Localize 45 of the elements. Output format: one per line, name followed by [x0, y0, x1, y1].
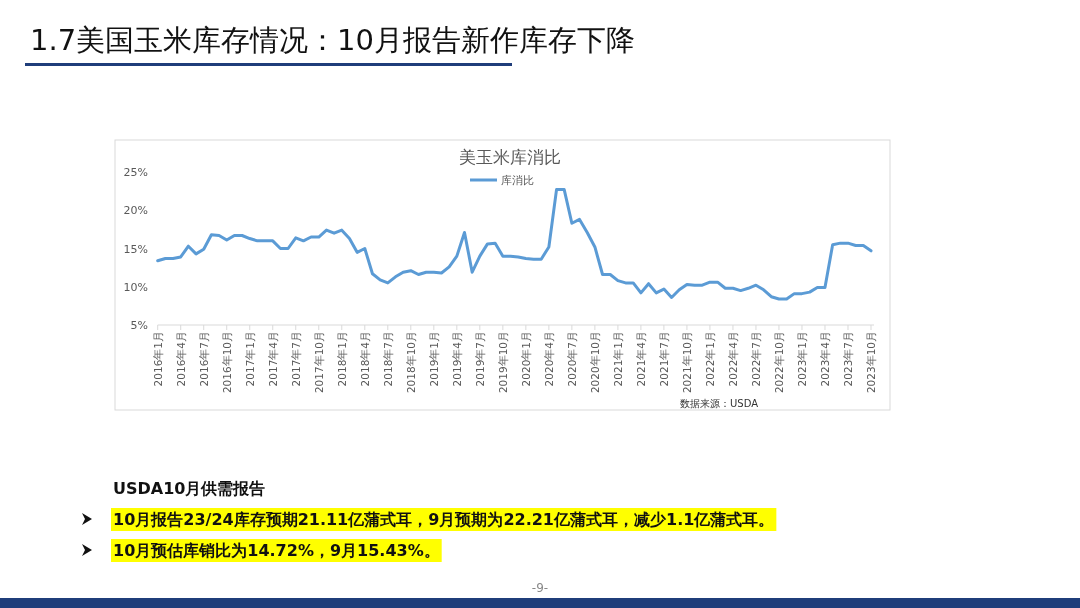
x-tick-label: 2018年10月: [404, 331, 417, 394]
x-tick-label: 2020年4月: [542, 331, 555, 387]
text: 10月预估库销比为14.72%，9月15.43%。: [113, 541, 440, 560]
x-tick-label: 2020年1月: [519, 331, 532, 387]
x-tick-label: 2023年7月: [841, 331, 854, 387]
source-note: 数据来源：USDA: [680, 398, 759, 409]
x-tick-label: 2016年4月: [174, 331, 187, 387]
x-tick-label: 2019年10月: [496, 331, 509, 394]
y-tick-label: 5%: [130, 319, 148, 332]
x-tick-label: 2017年4月: [266, 331, 279, 387]
x-tick-label: 2017年1月: [243, 331, 256, 387]
x-tick-label: 2023年1月: [795, 331, 808, 387]
chart-title: 美玉米库消比: [459, 147, 561, 167]
x-tick-label: 2016年7月: [197, 331, 210, 387]
x-tick-label: 2019年4月: [450, 331, 463, 387]
x-tick-label: 2023年10月: [865, 331, 877, 394]
x-tick-label: 2018年7月: [381, 331, 394, 387]
x-tick-label: 2018年1月: [335, 331, 348, 387]
x-tick-label: 2020年10月: [588, 331, 601, 394]
x-tick-label: 2019年7月: [473, 331, 486, 387]
x-tick-label: 2019年1月: [427, 331, 440, 387]
text: USDA10月供需报告: [113, 479, 266, 498]
y-tick-label: 25%: [123, 166, 148, 179]
text: 10月报告23/24库存预期21.11亿蒲式耳，9月预期为22.21亿蒲式耳，减少1.1亿蒲式耳。: [113, 510, 775, 529]
x-tick-label: 2016年1月: [151, 331, 164, 387]
x-tick-label: 2017年10月: [312, 331, 325, 394]
x-tick-label: 2021年10月: [680, 331, 693, 394]
x-tick-label: 2021年7月: [657, 331, 670, 387]
x-tick-label: 2022年1月: [703, 331, 716, 387]
x-tick-label: 2021年1月: [611, 331, 624, 387]
text: 1.7美国玉米库存情况：10月报告新作库存下降: [30, 23, 636, 57]
x-tick-label: 2023年4月: [818, 331, 831, 387]
x-tick-label: 2022年10月: [772, 331, 785, 394]
x-tick-label: 2022年4月: [726, 331, 739, 387]
y-tick-label: 15%: [123, 242, 148, 256]
text: -9-: [531, 581, 549, 595]
y-tick-label: 20%: [123, 204, 148, 218]
x-tick-label: 2021年4月: [634, 331, 647, 387]
x-tick-label: 2018年4月: [358, 331, 371, 387]
x-tick-label: 2016年10月: [220, 331, 233, 394]
x-tick-label: 2017年7月: [289, 331, 302, 387]
legend-label: 库消比: [501, 174, 534, 187]
y-tick-label: 10%: [123, 280, 148, 294]
x-tick-label: 2020年7月: [565, 331, 578, 387]
x-tick-label: 2022年7月: [749, 331, 762, 387]
